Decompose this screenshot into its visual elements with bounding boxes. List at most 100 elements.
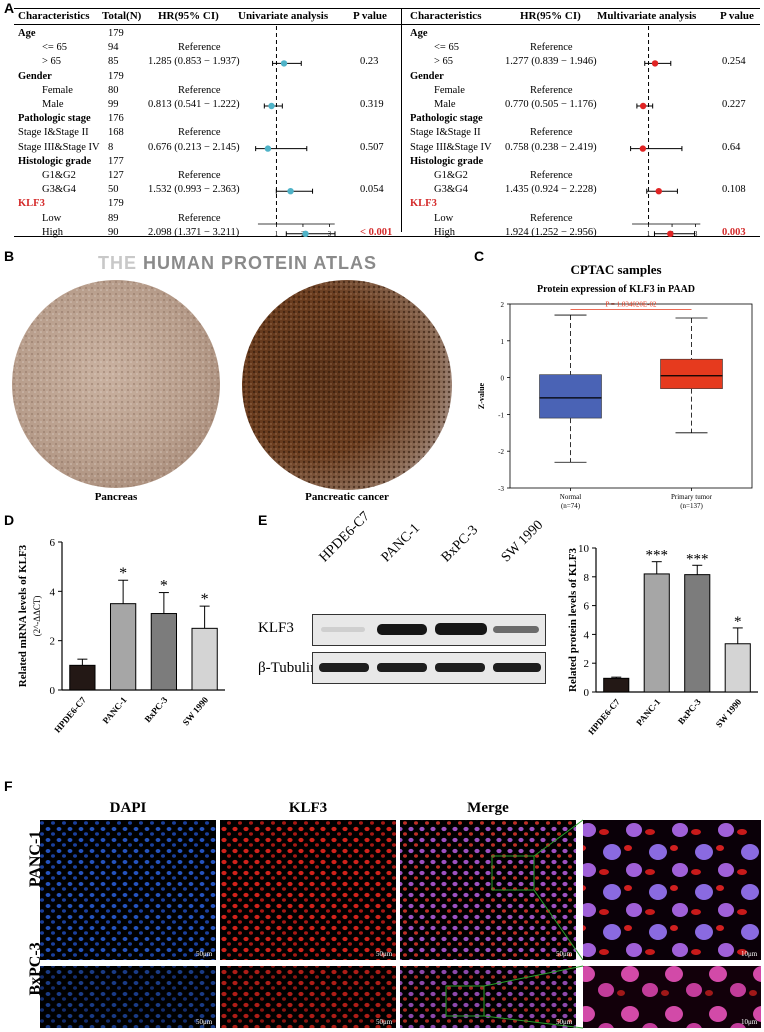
multi-row-label: > 65: [434, 56, 454, 68]
uni-hr-point: [302, 230, 309, 237]
uni-row-label: G1&G2: [42, 170, 76, 181]
chart-e-ytick-label: 0: [584, 687, 590, 699]
multi-header-analysis: Multivariate analysis: [597, 10, 697, 22]
chart-d-sig-marker: *: [160, 578, 168, 595]
uni-row-p: 0.319: [360, 99, 384, 110]
uni-hr-point: [264, 145, 272, 152]
uni-row-label: Male: [42, 99, 64, 110]
multi-row-hr: Reference: [530, 84, 573, 96]
multi-row-hr: 1.924 (1.252 − 2.956): [505, 226, 597, 238]
scale-bar-text: 50μm: [556, 950, 573, 958]
chart-e-bar: [643, 573, 670, 693]
uni-row-n: 8: [108, 141, 114, 153]
panel-label-c: C: [474, 248, 485, 264]
uni-row-hr: 1.285 (0.853 − 1.937): [148, 56, 240, 68]
uni-row-label: > 65: [42, 56, 62, 68]
uni-row-n: 168: [108, 127, 124, 139]
multi-row-hr: Reference: [530, 127, 573, 139]
chart-c-xtick-label: Normal: [560, 493, 581, 501]
table-bottom-rule: [14, 236, 760, 237]
blot-klf3: [312, 614, 546, 646]
uni-hr-point: [268, 102, 275, 110]
hpa-logo-rest: HUMAN PROTEIN ATLAS: [143, 253, 378, 273]
uni-row-hr: 0.676 (0.213 − 2.145): [148, 141, 240, 153]
band-klf3-lane2: [377, 624, 427, 635]
chart-c-ytick-label: 0: [501, 375, 505, 383]
multi-hr-point: [651, 60, 659, 67]
panel-label-f: F: [4, 778, 13, 794]
uni-row-n: 177: [108, 155, 124, 167]
multi-row-p: 0.64: [722, 141, 741, 153]
chart-c-ytick-label: -2: [498, 448, 504, 456]
uni-hr-point: [280, 60, 288, 67]
multi-row-label: Age: [410, 28, 428, 39]
tma-pancreas-image: [12, 280, 220, 488]
chart-e-bar: [724, 643, 751, 693]
if-header-klf3: KLF3: [288, 800, 328, 816]
multi-hr-point: [655, 188, 662, 195]
chart-c-subtitle: Protein expression of KLF3 in PAAD: [537, 284, 695, 295]
multi-row-label: G1&G2: [434, 170, 468, 181]
uni-row-n: 80: [108, 84, 119, 96]
multi-hr-point: [667, 230, 674, 237]
if-panc1-zoom-line-bottom: [533, 889, 584, 961]
chart-d-sig-marker: *: [201, 591, 209, 608]
blot-label-klf3: KLF3: [258, 620, 294, 636]
multi-header-characteristics: Characteristics: [410, 10, 482, 22]
uni-row-label: Stage I&Stage II: [18, 127, 89, 139]
scale-bar-text: 50μm: [556, 1018, 573, 1026]
uni-row-hr: 1.532 (0.993 − 2.363): [148, 184, 240, 196]
band-tub-lane4: [493, 663, 541, 672]
if-panc1-zoom-box: [491, 855, 535, 891]
chart-c-frame: [509, 303, 753, 489]
multi-tick-label: 3: [694, 230, 698, 238]
if-panc1-klf3-cells: [220, 820, 396, 960]
univariate-forest-plot: 123: [255, 26, 336, 238]
if-panc1-zoom-line-top: [533, 819, 584, 857]
uni-row-label: Gender: [18, 70, 52, 82]
multi-row-hr: Reference: [530, 42, 573, 54]
if-bxpc3-zoom-box: [445, 985, 485, 1017]
uni-row-label: Histologic grade: [18, 155, 92, 167]
panel-label-a: A: [4, 0, 15, 16]
multi-row-label: Female: [434, 84, 465, 96]
multi-row-hr: 0.758 (0.238 − 2.419): [505, 141, 597, 153]
uni-row-p: 0.23: [360, 56, 379, 68]
uni-row-n: 85: [108, 56, 119, 68]
chart-c-box: [660, 358, 723, 389]
if-panc1-merge-cells: [400, 820, 576, 960]
chart-c-box: [539, 374, 602, 419]
uni-row-label: Age: [18, 28, 36, 39]
uni-row-n: 90: [108, 226, 119, 238]
uni-row-p: < 0.001: [360, 226, 393, 238]
band-tub-lane3: [435, 663, 485, 672]
multi-hr-point: [639, 145, 647, 152]
chart-e-ylabel: Related protein levels of KLF3: [567, 548, 579, 692]
multi-row-label: Gender: [410, 70, 444, 82]
multi-row-label: Stage III&Stage IV: [410, 141, 492, 153]
uni-row-label: Female: [42, 84, 73, 96]
uni-row-label: Low: [42, 212, 62, 224]
chart-e-ytick-label: 8: [584, 572, 590, 584]
scale-bar-text: 10μm: [741, 950, 758, 958]
band-tub-lane2: [377, 663, 427, 672]
panel-label-d: D: [4, 512, 15, 528]
chart-c-title: CPTAC samples: [570, 262, 661, 277]
uni-header-total: Total(N): [102, 10, 142, 22]
chart-d-ylabel: Related mRNA levels of KLF3: [17, 544, 29, 687]
if-bxpc3-dapi-cells: [40, 966, 216, 1028]
uni-row-hr: Reference: [178, 212, 221, 224]
multi-row-p: 0.108: [722, 184, 746, 196]
chart-e-ytick-label: 4: [584, 629, 590, 641]
uni-row-n: 127: [108, 170, 124, 181]
uni-row-p: 0.054: [360, 184, 384, 196]
uni-row-label: Pathologic stage: [18, 113, 91, 125]
chart-e-sig-marker: ***: [686, 551, 709, 567]
multi-row-label: <= 65: [434, 42, 459, 54]
multi-row-hr: Reference: [530, 170, 573, 181]
chart-e-bar: [684, 574, 711, 693]
multi-row-label: Histologic grade: [410, 155, 484, 167]
table-divider: [401, 8, 402, 232]
uni-row-n: 179: [108, 70, 124, 82]
